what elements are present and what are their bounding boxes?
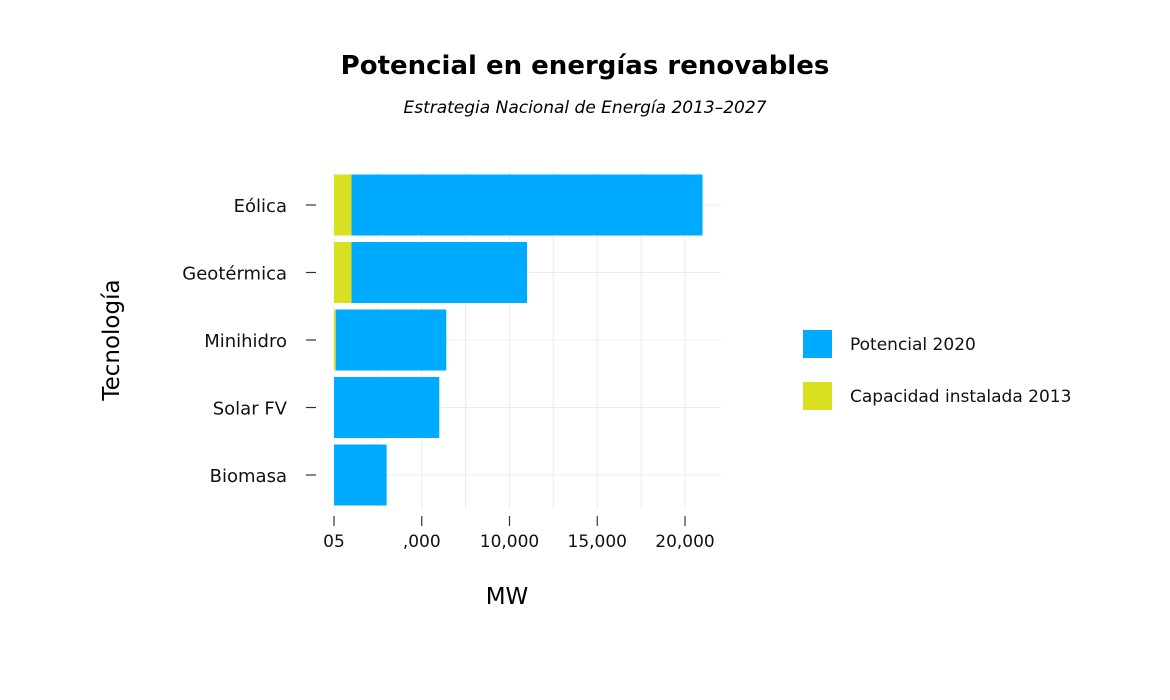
bar-potencial-2020 — [351, 242, 528, 303]
legend-swatch — [803, 330, 832, 358]
x-tick-label: 15,000 — [568, 532, 627, 552]
category-label: Solar FV — [213, 399, 288, 420]
x-axis: 05 ,000 10,000 15,000 20,000 — [323, 516, 715, 552]
category-label: Minihidro — [204, 331, 287, 352]
bar-capacidad-2013 — [334, 309, 336, 371]
legend-swatch — [803, 382, 832, 410]
x-tick-label: 20,000 — [655, 532, 714, 552]
category-label: Eólica — [234, 196, 287, 217]
chart-title: Potencial en energías renovables — [341, 51, 830, 81]
bar-potencial-2020 — [334, 377, 440, 438]
category-label: Biomasa — [210, 466, 287, 487]
legend: Potencial 2020 Capacidad instalada 2013 — [803, 330, 1071, 410]
x-tick-label: 10,000 — [480, 532, 539, 552]
x-axis-title: MW — [486, 584, 529, 610]
x-tick-label: ,000 — [403, 532, 441, 552]
x-tick-label: 05 — [323, 532, 345, 552]
bar-capacidad-2013 — [334, 242, 352, 303]
legend-label: Capacidad instalada 2013 — [850, 387, 1071, 407]
y-axis-title: Tecnología — [99, 279, 125, 401]
legend-label: Potencial 2020 — [850, 335, 976, 355]
bar-capacidad-2013 — [334, 174, 352, 236]
category-label: Geotérmica — [182, 264, 287, 285]
bars — [334, 174, 703, 506]
chart-subtitle: Estrategia Nacional de Energía 2013–2027 — [403, 98, 766, 118]
bar-potencial-2020 — [351, 174, 703, 236]
y-axis: Eólica Geotérmica Minihidro Solar FV Biomasa — [182, 196, 316, 487]
bar-potencial-2020 — [334, 444, 387, 506]
bar-potencial-2020 — [335, 309, 447, 371]
